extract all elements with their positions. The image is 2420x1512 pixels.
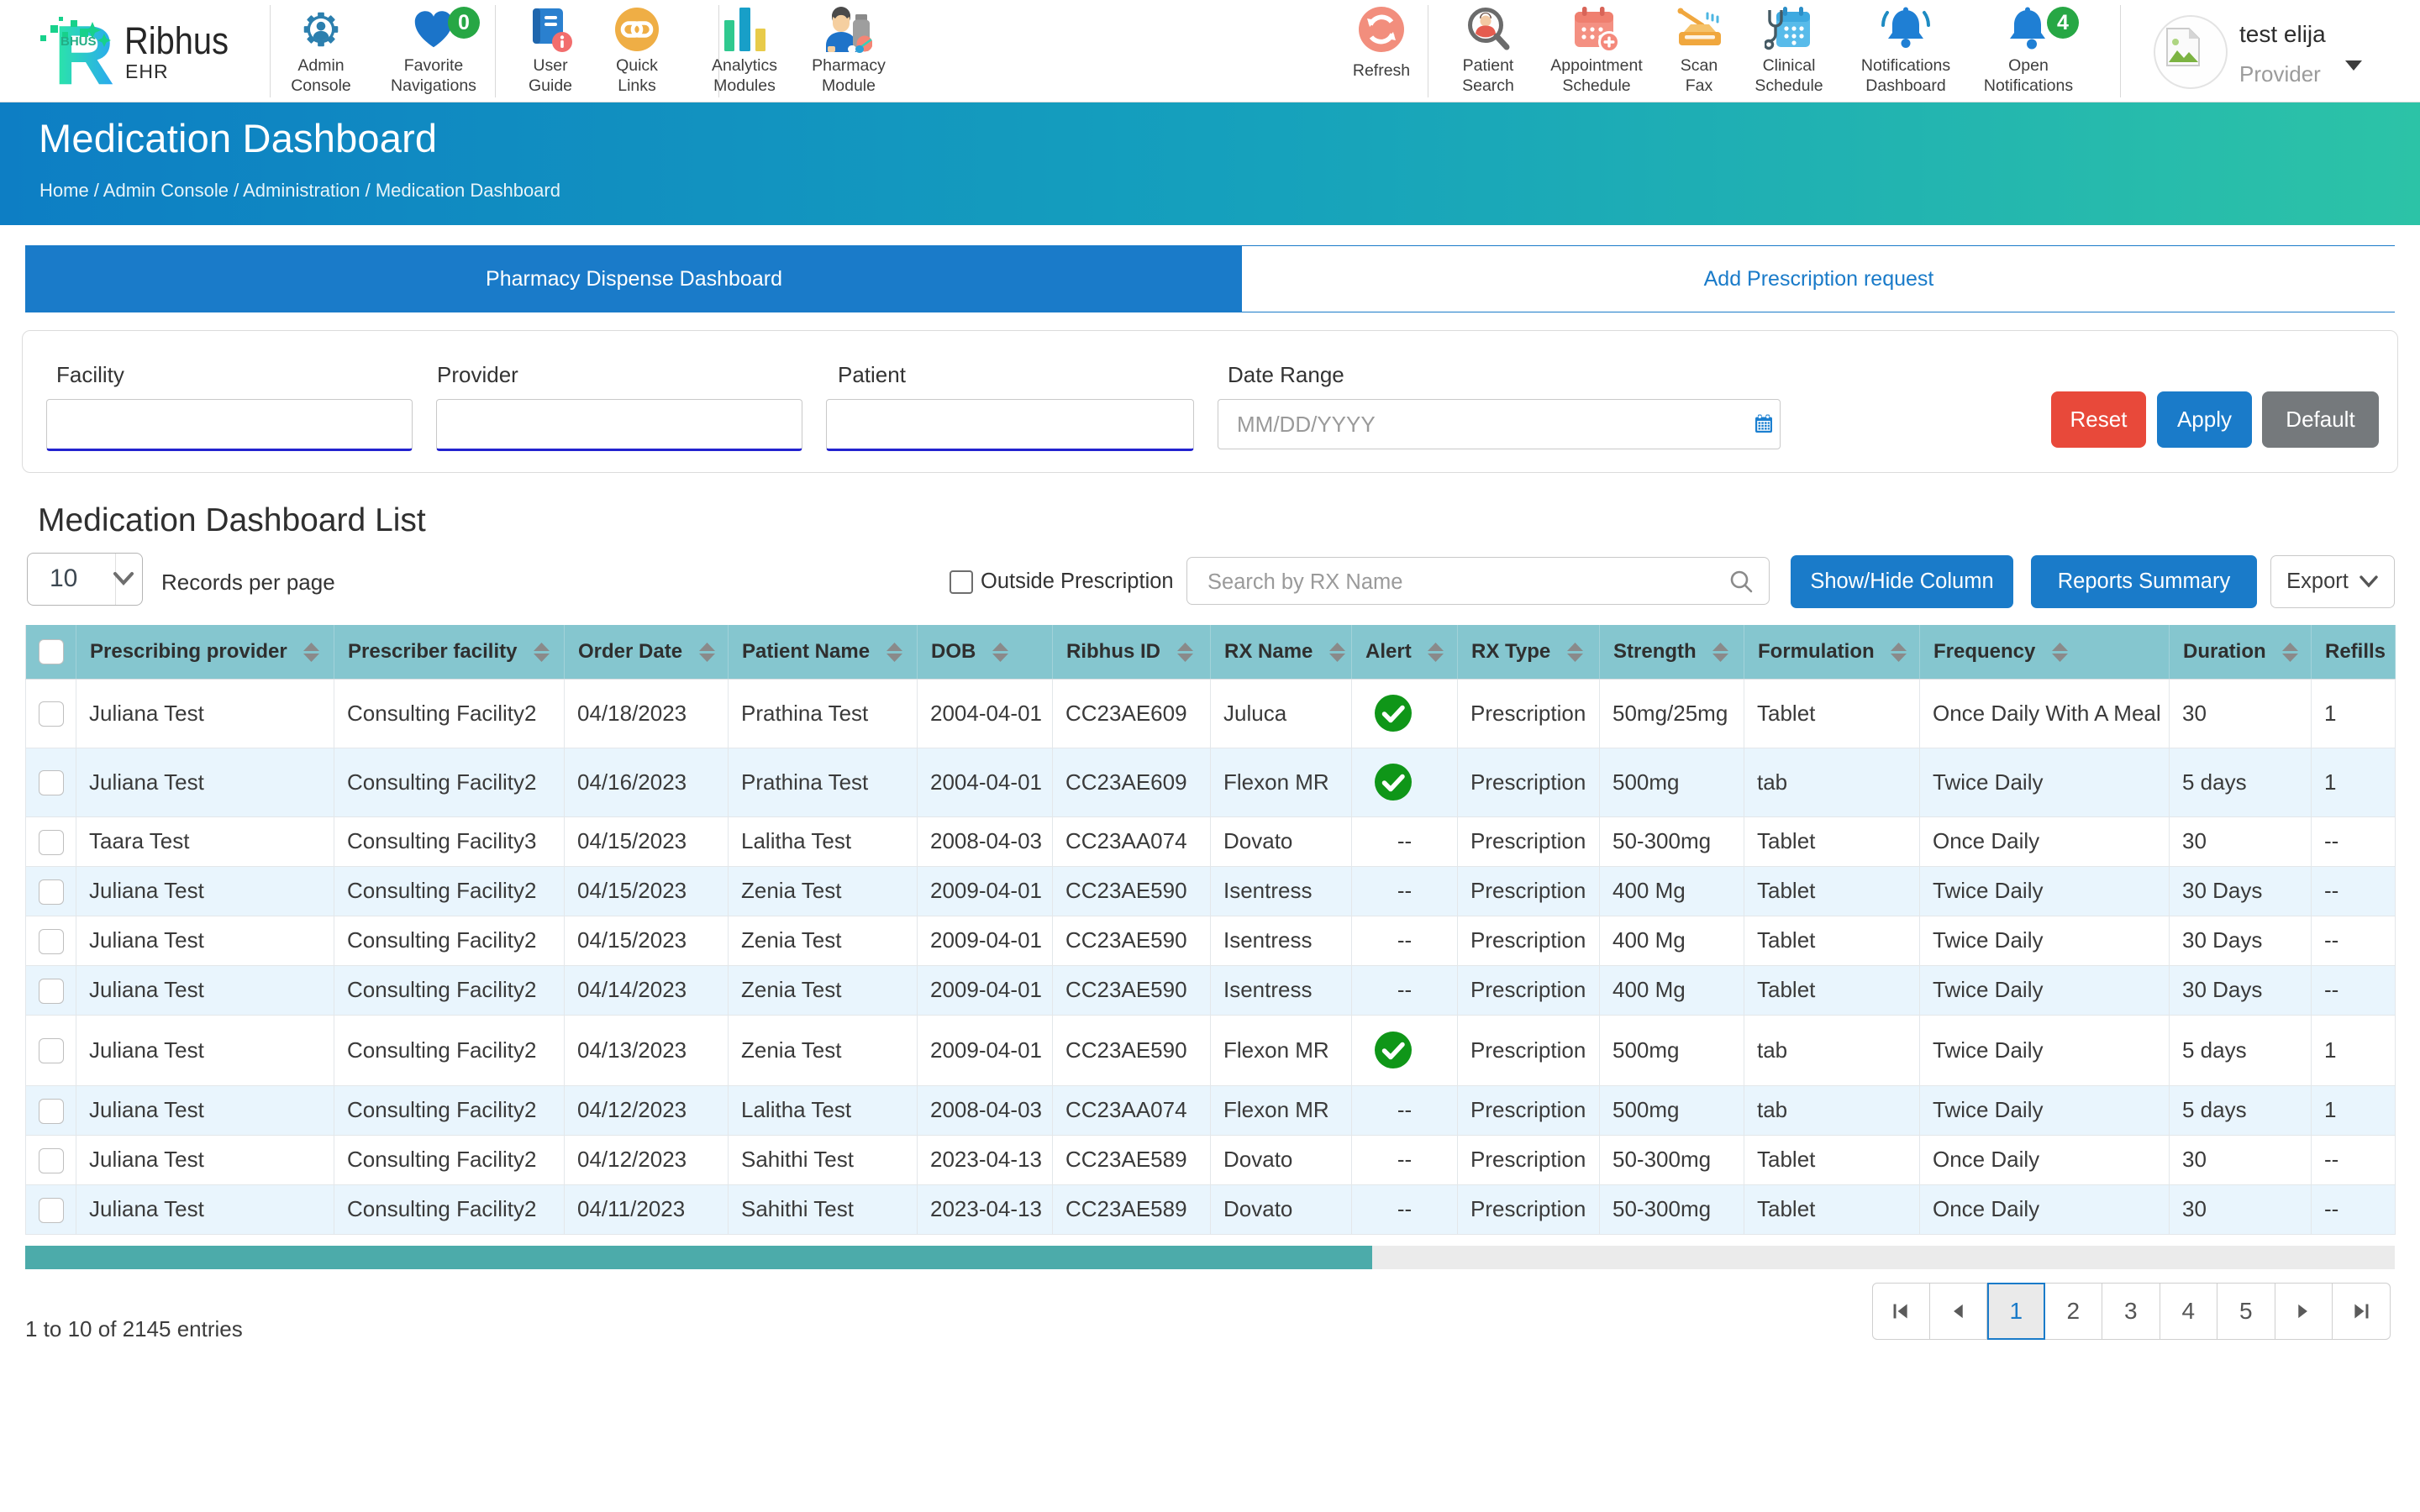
svg-text:R: R xyxy=(54,12,114,96)
svg-text:EHR: EHR xyxy=(125,60,169,82)
svg-text:Ribhus: Ribhus xyxy=(124,19,229,62)
svg-text:BHUS: BHUS xyxy=(60,34,97,49)
